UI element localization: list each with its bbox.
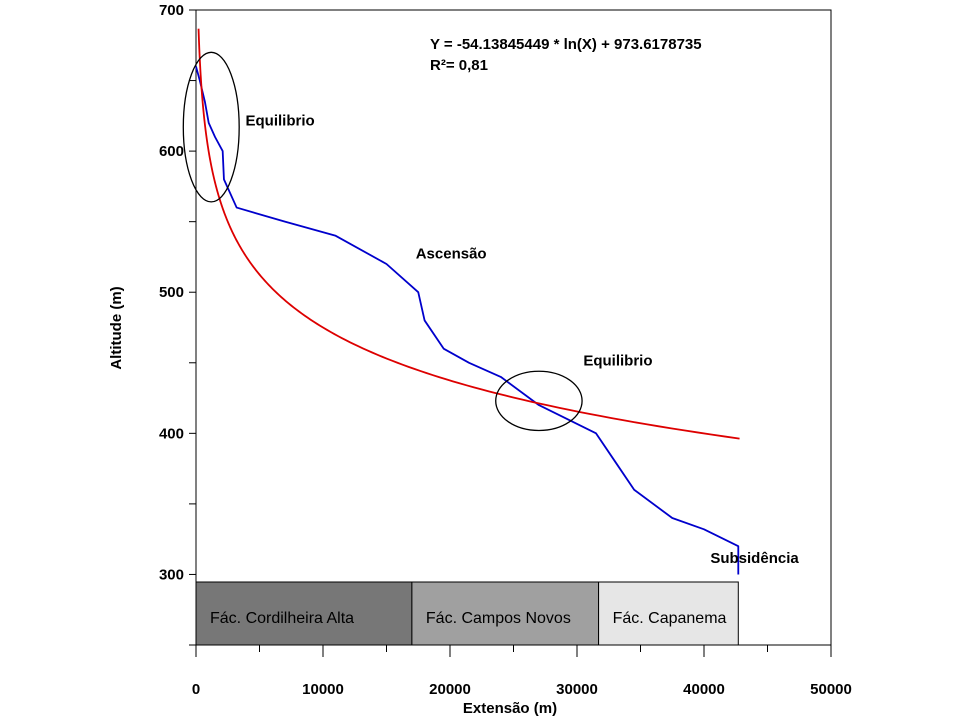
equilibrium-ellipse xyxy=(495,370,583,432)
facies-block xyxy=(598,581,739,646)
facies-label: Fác. Cordilheira Alta xyxy=(210,610,354,627)
equilibrium-ellipse xyxy=(182,51,240,203)
equation-line-1: Y = -54.13845449 * ln(X) + 973.6178735 xyxy=(430,36,702,53)
annotation-label: Subsidência xyxy=(710,550,799,567)
y-tick-label: 500 xyxy=(159,284,184,301)
annotation-layer: Equilibrio Ascensão Equilibrio Subsidência xyxy=(246,113,800,567)
axis-ticks: 300 400 500 600 700 0 10000 20000 30000 40000 5000… xyxy=(159,2,852,698)
equation-line-2: R²= 0,81 xyxy=(430,57,488,74)
annotation-label: Equilibrio xyxy=(583,353,652,370)
series-layer xyxy=(195,28,740,575)
x-tick-label: 20000 xyxy=(429,681,471,698)
x-axis-title: Extensão (m) xyxy=(463,700,557,717)
y-axis-title: Altitude (m) xyxy=(108,286,125,369)
ellipse-layer xyxy=(182,51,583,432)
y-tick-label: 600 xyxy=(159,143,184,160)
x-tick-label: 40000 xyxy=(683,681,725,698)
fit-curve-line xyxy=(197,28,740,440)
facies-label: Fác. Capanema xyxy=(613,610,727,627)
facies-block xyxy=(411,581,600,646)
x-tick-label: 30000 xyxy=(556,681,598,698)
annotation-label: Ascensão xyxy=(416,245,487,262)
y-tick-label: 700 xyxy=(159,2,184,19)
facies-label: Fác. Campos Novos xyxy=(426,610,571,627)
facies-bar: Fác. Cordilheira Alta Fác. Campos Novos Fá… xyxy=(195,581,739,646)
profile-line xyxy=(195,66,740,575)
x-tick-label: 0 xyxy=(192,681,200,698)
x-tick-label: 10000 xyxy=(302,681,344,698)
annotation-label: Equilibrio xyxy=(246,113,315,130)
y-tick-label: 300 xyxy=(159,566,184,583)
y-tick-label: 400 xyxy=(159,425,184,442)
facies-block xyxy=(195,581,413,646)
x-tick-label: 50000 xyxy=(810,681,852,698)
